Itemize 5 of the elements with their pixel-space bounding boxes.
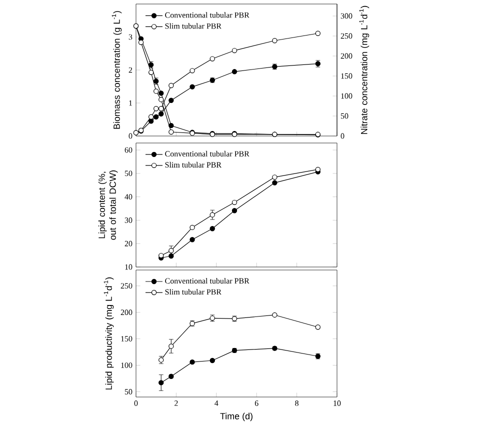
x-axis-title: Time (d) bbox=[220, 412, 252, 422]
y2-axis-title: Nitrate concentration (mg L$^{-1}$d$^{-1}$) bbox=[359, 6, 370, 134]
y-axis-title: Biomass concentration (g L$^{-1}$) bbox=[112, 11, 122, 129]
y-axis-title: Lipid content (%, out of total DCW) bbox=[98, 170, 118, 240]
y-axis-title: Lipid productivity (mg L$^{-1}$d$^{-1}$) bbox=[104, 277, 114, 390]
